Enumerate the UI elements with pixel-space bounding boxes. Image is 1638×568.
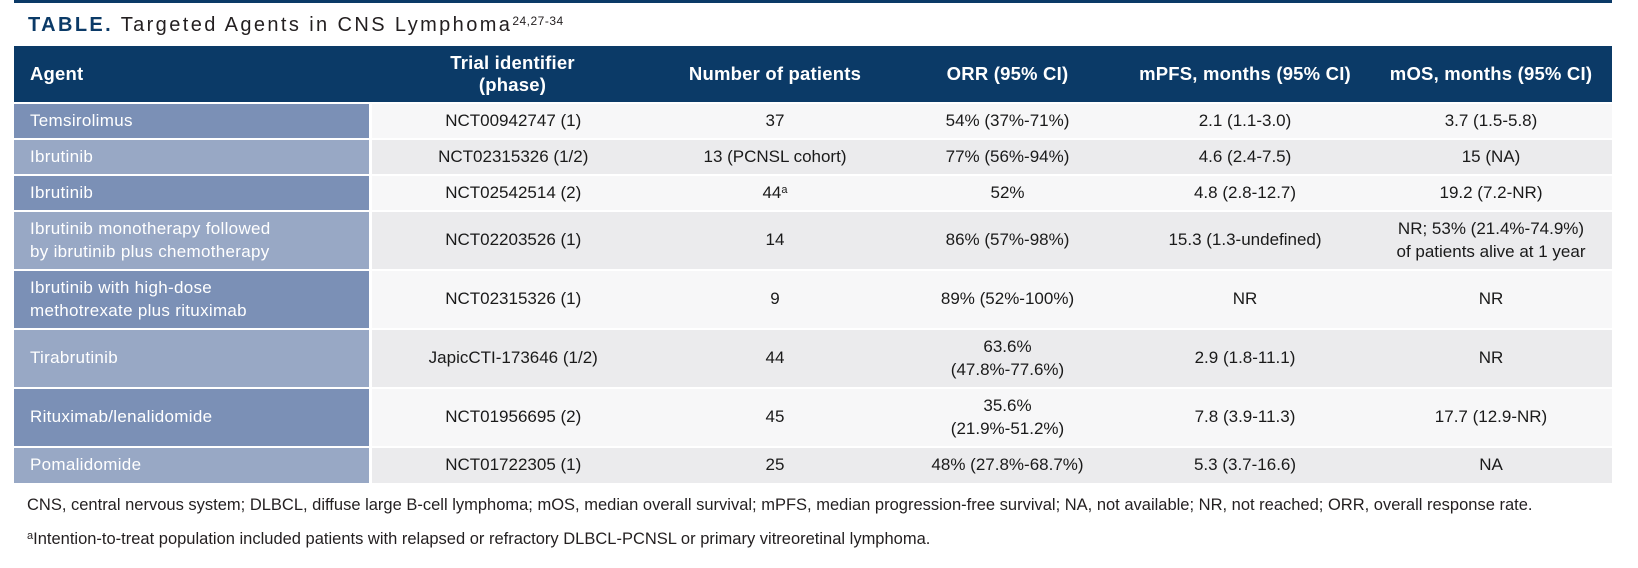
patients-cell: 14 bbox=[655, 210, 895, 270]
trial-cell: NCT02203526 (1) bbox=[370, 210, 655, 270]
table-row: Rituximab/lenalidomide NCT01956695 (2) 4… bbox=[14, 387, 1612, 447]
mos-cell: NA bbox=[1370, 446, 1612, 483]
orr-cell: 35.6% (21.9%-51.2%) bbox=[895, 387, 1120, 447]
table-row: Ibrutinib NCT02542514 (2) 44a 52% 4.8 (2… bbox=[14, 174, 1612, 211]
orr-cell: 52% bbox=[895, 174, 1120, 211]
trial-cell: NCT02315326 (1/2) bbox=[370, 138, 655, 175]
column-header-mpfs: mPFS, months (95% CI) bbox=[1120, 46, 1370, 103]
column-header-number-of-patients: Number of patients bbox=[655, 46, 895, 103]
trial-cell: JapicCTI-173646 (1/2) bbox=[370, 328, 655, 388]
trial-cell: NCT01722305 (1) bbox=[370, 446, 655, 483]
trial-cell: NCT00942747 (1) bbox=[370, 102, 655, 139]
mos-cell: NR bbox=[1370, 269, 1612, 329]
patients-cell: 13 (PCNSL cohort) bbox=[655, 138, 895, 175]
mpfs-cell: 7.8 (3.9-11.3) bbox=[1120, 387, 1370, 447]
patients-cell: 44a bbox=[655, 174, 895, 211]
footnote-text: Intention-to-treat population included p… bbox=[33, 530, 931, 548]
patients-value: 45 bbox=[765, 407, 785, 427]
mos-cell: 17.7 (12.9-NR) bbox=[1370, 387, 1612, 447]
table-row: Ibrutinib monotherapy followed by ibruti… bbox=[14, 210, 1612, 270]
patients-cell: 44 bbox=[655, 328, 895, 388]
abbreviations-footnote: CNS, central nervous system; DLBCL, diff… bbox=[27, 496, 1533, 514]
table-title-label: TABLE. bbox=[28, 14, 114, 36]
targeted-agents-table: Agent Trial identifier (phase) Number of… bbox=[14, 46, 1612, 483]
agent-cell: Temsirolimus bbox=[14, 102, 372, 139]
patients-cell: 45 bbox=[655, 387, 895, 447]
mpfs-cell: NR bbox=[1120, 269, 1370, 329]
patients-value: 25 bbox=[765, 455, 785, 475]
table-row: Ibrutinib NCT02315326 (1/2) 13 (PCNSL co… bbox=[14, 138, 1612, 175]
mpfs-cell: 5.3 (3.7-16.6) bbox=[1120, 446, 1370, 483]
orr-cell: 63.6% (47.8%-77.6%) bbox=[895, 328, 1120, 388]
patients-value: 13 (PCNSL cohort) bbox=[703, 146, 847, 166]
trial-cell: NCT02315326 (1) bbox=[370, 269, 655, 329]
agent-cell: Ibrutinib with high-dose methotrexate pl… bbox=[14, 269, 372, 329]
orr-cell: 86% (57%-98%) bbox=[895, 210, 1120, 270]
mpfs-cell: 2.1 (1.1-3.0) bbox=[1120, 102, 1370, 139]
agent-cell: Rituximab/lenalidomide bbox=[14, 387, 372, 447]
table-title: TABLE. Targeted Agents in CNS Lymphoma24… bbox=[28, 14, 1638, 37]
mpfs-cell: 4.6 (2.4-7.5) bbox=[1120, 138, 1370, 175]
column-header-mos: mOS, months (95% CI) bbox=[1370, 46, 1612, 103]
table-title-text: Targeted Agents in CNS Lymphoma bbox=[120, 14, 513, 36]
agent-cell: Ibrutinib bbox=[14, 174, 372, 211]
patients-value: 37 bbox=[765, 110, 785, 130]
patients-value: 9 bbox=[770, 289, 780, 309]
agent-cell: Ibrutinib monotherapy followed by ibruti… bbox=[14, 210, 372, 270]
column-header-trial-identifier: Trial identifier (phase) bbox=[370, 46, 655, 103]
table-row: Pomalidomide NCT01722305 (1) 25 48% (27.… bbox=[14, 446, 1612, 483]
trial-cell: NCT01956695 (2) bbox=[370, 387, 655, 447]
table-header-row: Agent Trial identifier (phase) Number of… bbox=[14, 46, 1612, 103]
patients-value: 44 bbox=[762, 182, 782, 202]
footnote-marker: a bbox=[27, 530, 34, 542]
agent-cell: Pomalidomide bbox=[14, 446, 372, 483]
mos-cell: 3.7 (1.5-5.8) bbox=[1370, 102, 1612, 139]
mos-cell: 15 (NA) bbox=[1370, 138, 1612, 175]
agent-cell: Ibrutinib bbox=[14, 138, 372, 175]
mos-cell: NR bbox=[1370, 328, 1612, 388]
patients-value: 44 bbox=[765, 348, 785, 368]
intention-to-treat-footnote: aIntention-to-treat population included … bbox=[27, 530, 1638, 549]
table-row: Ibrutinib with high-dose methotrexate pl… bbox=[14, 269, 1612, 329]
top-rule bbox=[14, 0, 1612, 3]
mos-cell: NR; 53% (21.4%-74.9%) of patients alive … bbox=[1370, 210, 1612, 270]
mpfs-cell: 15.3 (1.3-undefined) bbox=[1120, 210, 1370, 270]
column-header-agent: Agent bbox=[14, 46, 370, 103]
agent-cell: Tirabrutinib bbox=[14, 328, 372, 388]
mpfs-cell: 4.8 (2.8-12.7) bbox=[1120, 174, 1370, 211]
table-title-references: 24,27-34 bbox=[512, 14, 564, 28]
table-row: Tirabrutinib JapicCTI-173646 (1/2) 44 63… bbox=[14, 328, 1612, 388]
trial-cell: NCT02542514 (2) bbox=[370, 174, 655, 211]
column-header-orr: ORR (95% CI) bbox=[895, 46, 1120, 103]
orr-cell: 77% (56%-94%) bbox=[895, 138, 1120, 175]
orr-cell: 89% (52%-100%) bbox=[895, 269, 1120, 329]
patients-footnote-marker: a bbox=[781, 183, 788, 196]
orr-cell: 54% (37%-71%) bbox=[895, 102, 1120, 139]
mpfs-cell: 2.9 (1.8-11.1) bbox=[1120, 328, 1370, 388]
mos-cell: 19.2 (7.2-NR) bbox=[1370, 174, 1612, 211]
patients-cell: 9 bbox=[655, 269, 895, 329]
patients-value: 14 bbox=[765, 230, 785, 250]
orr-cell: 48% (27.8%-68.7%) bbox=[895, 446, 1120, 483]
table-row: Temsirolimus NCT00942747 (1) 37 54% (37%… bbox=[14, 102, 1612, 139]
patients-cell: 37 bbox=[655, 102, 895, 139]
table-footnotes: CNS, central nervous system; DLBCL, diff… bbox=[27, 496, 1638, 549]
patients-cell: 25 bbox=[655, 446, 895, 483]
